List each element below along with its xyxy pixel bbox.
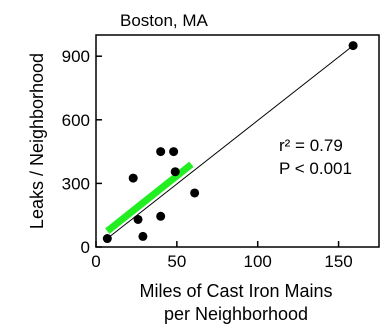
regression-line — [107, 45, 354, 239]
plot-frame — [95, 34, 380, 248]
data-point — [156, 147, 166, 157]
y-axis-title: Leaks / Neighborhood — [27, 53, 47, 229]
data-point — [138, 231, 148, 241]
y-tick-label: 0 — [81, 238, 90, 257]
data-point — [170, 167, 180, 177]
axis-ticks: 0 50 100 150 0 300 600 900 — [62, 47, 353, 271]
x-tick-label: 100 — [244, 252, 272, 271]
data-point — [128, 173, 138, 183]
y-tick-label: 600 — [62, 111, 90, 130]
data-point — [169, 147, 179, 157]
chart-title: Boston, MA — [120, 11, 209, 30]
x-axis-title-line-2: per Neighborhood — [164, 304, 308, 324]
y-tick-label: 300 — [62, 174, 90, 193]
x-tick-label: 0 — [91, 252, 100, 271]
x-tick-label: 50 — [167, 252, 186, 271]
data-point — [102, 234, 112, 244]
p-value-annotation: P < 0.001 — [279, 159, 352, 178]
data-point — [156, 211, 166, 221]
data-points — [102, 41, 358, 244]
data-point — [190, 188, 200, 198]
data-point — [348, 41, 358, 51]
x-axis-title-line-1: Miles of Cast Iron Mains — [139, 281, 332, 301]
y-tick-label: 900 — [62, 47, 90, 66]
data-point — [133, 214, 143, 224]
r-squared-annotation: r² = 0.79 — [279, 136, 343, 155]
x-tick-label: 150 — [324, 252, 352, 271]
